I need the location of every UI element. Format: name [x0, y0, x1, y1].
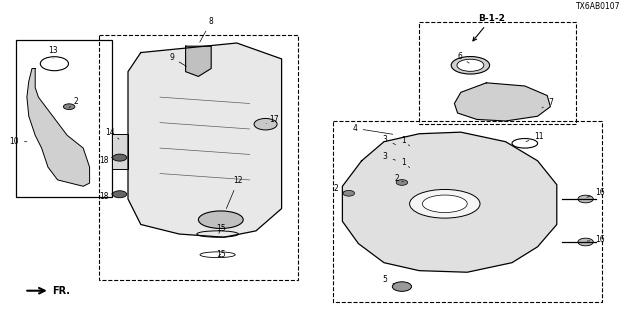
- Circle shape: [578, 238, 593, 246]
- Polygon shape: [454, 83, 550, 121]
- Ellipse shape: [198, 211, 243, 228]
- Circle shape: [578, 195, 593, 203]
- Text: 16: 16: [587, 188, 605, 197]
- Text: 5: 5: [383, 275, 394, 284]
- Circle shape: [343, 190, 355, 196]
- Text: 18: 18: [99, 192, 113, 201]
- Polygon shape: [27, 68, 90, 186]
- Text: TX6AB0107: TX6AB0107: [576, 2, 621, 11]
- Text: 8: 8: [200, 17, 214, 42]
- Text: 16: 16: [587, 235, 605, 244]
- Bar: [112, 134, 128, 169]
- Text: 2: 2: [394, 174, 403, 183]
- Text: 18: 18: [99, 156, 113, 165]
- Text: 15: 15: [216, 224, 226, 233]
- Text: FR.: FR.: [27, 286, 70, 296]
- Circle shape: [254, 118, 277, 130]
- Text: 14: 14: [105, 128, 119, 139]
- Polygon shape: [128, 43, 282, 237]
- Text: 6: 6: [457, 52, 469, 63]
- Ellipse shape: [410, 189, 480, 218]
- Text: 1: 1: [401, 136, 410, 146]
- Text: 15: 15: [216, 250, 226, 259]
- Polygon shape: [342, 132, 557, 272]
- Ellipse shape: [451, 57, 490, 74]
- Text: 10: 10: [9, 137, 27, 146]
- Text: 12: 12: [227, 176, 243, 209]
- Text: 11: 11: [526, 132, 543, 141]
- Circle shape: [396, 180, 408, 185]
- Text: 2: 2: [69, 97, 78, 108]
- Text: 1: 1: [401, 158, 410, 167]
- Text: 2: 2: [333, 184, 344, 193]
- Circle shape: [113, 191, 127, 198]
- Text: 9: 9: [169, 53, 186, 66]
- Ellipse shape: [457, 59, 484, 71]
- Text: 3: 3: [383, 135, 396, 145]
- Ellipse shape: [422, 195, 467, 212]
- Text: 17: 17: [266, 115, 279, 124]
- Polygon shape: [186, 46, 211, 76]
- Circle shape: [113, 154, 127, 161]
- Text: 13: 13: [48, 46, 58, 58]
- Text: 3: 3: [383, 152, 396, 161]
- Circle shape: [63, 104, 75, 109]
- Text: B-1-2: B-1-2: [473, 14, 505, 41]
- Text: 4: 4: [353, 124, 393, 134]
- Circle shape: [392, 282, 412, 291]
- Text: 7: 7: [542, 98, 554, 108]
